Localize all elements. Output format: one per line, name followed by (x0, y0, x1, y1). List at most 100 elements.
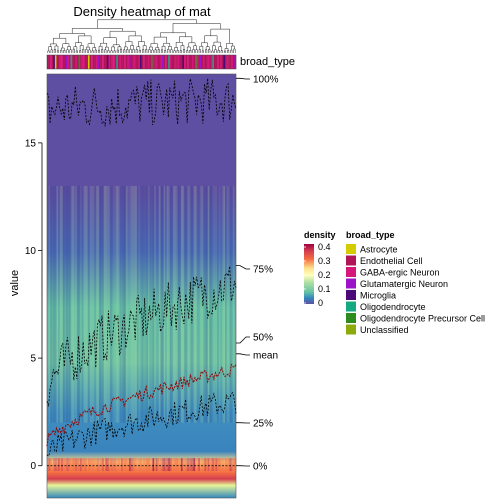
heatmap-cell (80, 458, 82, 472)
annotation-cell (202, 55, 205, 69)
annotation-cell (133, 55, 136, 69)
heatmap-cell (108, 458, 111, 472)
dendrogram-branch (107, 50, 110, 53)
annotation-cell (92, 55, 95, 69)
heatmap-cell (212, 458, 215, 472)
heatmap-cell (204, 458, 207, 472)
heatmap-column (91, 185, 93, 423)
heatmap-cell (182, 458, 185, 472)
heatmap-column (220, 185, 223, 423)
heatmap-cell (102, 458, 104, 472)
heatmap-column (80, 185, 82, 423)
dendrogram-branch (189, 50, 192, 53)
heatmap-cell (89, 458, 92, 472)
annotation-cell (113, 55, 115, 69)
heatmap-cell (158, 458, 161, 472)
heatmap-cell (95, 458, 98, 472)
dendrogram-branch (129, 48, 132, 53)
heatmap-column (122, 185, 125, 423)
annotation-cell (210, 55, 213, 69)
quantile-connector (236, 336, 250, 344)
dendrogram-branch (67, 46, 71, 50)
dendrogram-branch (66, 49, 69, 53)
heatmap-column (180, 185, 183, 423)
heatmap-column (87, 185, 90, 423)
heatmap-cell (64, 458, 67, 472)
heatmap-cell (119, 458, 122, 472)
heatmap-column (141, 185, 144, 423)
annotation-cell (127, 55, 130, 69)
dendrogram-branch (154, 49, 157, 53)
heatmap-cell (223, 458, 226, 472)
heatmap-column (67, 185, 70, 423)
heatmap-cell (152, 458, 155, 472)
heatmap-cell (67, 458, 70, 472)
heatmap-cell (76, 458, 79, 472)
quantile-labels: 100% 75% 50% mean 25% 0% (236, 75, 279, 473)
heatmap-column (155, 185, 158, 423)
annotation-cell (108, 55, 111, 69)
annotation-cell (176, 55, 178, 69)
heatmap-cell (213, 458, 216, 472)
annotation-cell (221, 55, 224, 69)
dendrogram-branch (53, 49, 56, 53)
dendrogram-branch (75, 50, 78, 53)
annotation-cell (187, 55, 189, 69)
heatmap-column (102, 185, 104, 423)
type-legend-label: Glutamatergic Neuron (360, 279, 448, 289)
annotation-cell (135, 55, 137, 69)
heatmap-column (106, 185, 109, 423)
heatmap-cell (185, 458, 188, 472)
annotation-cell (229, 55, 232, 69)
annotation-cell (47, 55, 49, 69)
annotation-cell (154, 55, 156, 69)
heatmap-column (114, 185, 117, 423)
annotation-cell (124, 55, 126, 69)
heatmap-column (223, 185, 226, 423)
heatmap-cell (143, 458, 145, 472)
annotation-cell (232, 55, 235, 69)
line-25-percent (46, 391, 237, 458)
density-legend-colorbar (304, 244, 314, 304)
annotation-cell (48, 55, 51, 69)
heatmap-cell (146, 458, 148, 472)
heatmap-cell (180, 458, 183, 472)
annotation-cell (53, 55, 56, 69)
annotation-cell (125, 55, 128, 69)
dendrogram-branch (172, 23, 221, 33)
heatmap-cell (91, 458, 93, 472)
type-legend-label: Astrocyte (360, 245, 398, 255)
heatmap-cell (94, 458, 97, 472)
annotation-cell (65, 55, 68, 69)
dendrogram-branch (188, 42, 196, 47)
annotation-cell (199, 55, 202, 69)
annotation-cell (180, 55, 183, 69)
type-legend-swatch (346, 278, 356, 289)
heatmap-column (161, 185, 164, 423)
heatmap-cell (84, 458, 87, 472)
heatmap-cell (193, 458, 196, 472)
heatmap-cell (51, 458, 54, 472)
heatmap-cell (116, 458, 119, 472)
heatmap-cell (195, 458, 197, 472)
heatmap-column (187, 185, 189, 423)
dendrogram-branch (101, 49, 104, 53)
annotation-cell (119, 55, 122, 69)
dendrogram-branch (88, 49, 91, 53)
annotation-cell (98, 55, 101, 69)
annotation-cell (168, 55, 171, 69)
type-legend-label: Oligodendrocyte (360, 302, 426, 312)
dendrogram-branch (199, 45, 204, 51)
heatmap-cell (176, 458, 178, 472)
heatmap-column (157, 185, 160, 423)
quantile-label: 75% (253, 265, 273, 276)
heatmap-cell (196, 458, 199, 472)
heatmap-cell (218, 458, 221, 472)
dendrogram-branch (126, 49, 129, 53)
dendrogram-branch (195, 49, 198, 53)
heatmap-column (152, 185, 155, 423)
annotation-cell (106, 55, 109, 69)
heatmap-column (125, 185, 128, 423)
heatmap-cell (184, 458, 186, 472)
chart-title: Density heatmap of mat (73, 4, 211, 19)
